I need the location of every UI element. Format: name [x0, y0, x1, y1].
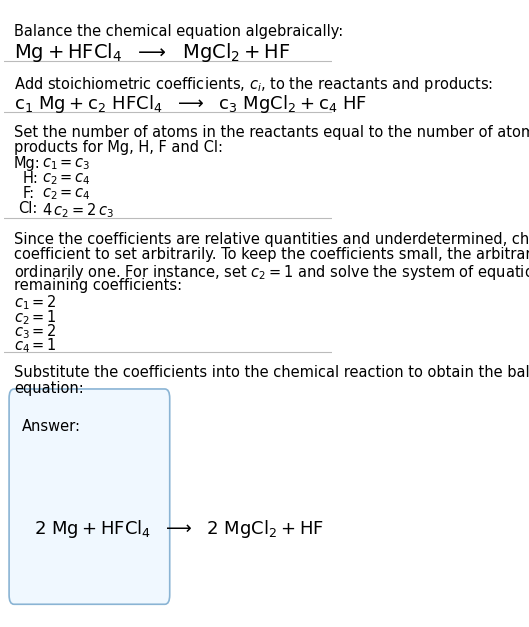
Text: Mg:: Mg:: [14, 156, 41, 171]
Text: $\mathrm{c_1 \ Mg + c_2 \ HFCl_4 \ \ \longrightarrow \ \ c_3 \ MgCl_2 + c_4 \ HF: $\mathrm{c_1 \ Mg + c_2 \ HFCl_4 \ \ \lo…: [14, 93, 367, 115]
Text: Set the number of atoms in the reactants equal to the number of atoms in the: Set the number of atoms in the reactants…: [14, 125, 529, 140]
Text: F:: F:: [22, 186, 34, 201]
Text: Cl:: Cl:: [19, 201, 38, 216]
Text: Add stoichiometric coefficients, $c_i$, to the reactants and products:: Add stoichiometric coefficients, $c_i$, …: [14, 75, 493, 94]
Text: $4 \, c_2 = 2 \, c_3$: $4 \, c_2 = 2 \, c_3$: [42, 201, 114, 219]
Text: $\mathrm{Mg + HFCl_4 \ \ \longrightarrow \ \ MgCl_2 + HF}$: $\mathrm{Mg + HFCl_4 \ \ \longrightarrow…: [14, 41, 291, 65]
Text: $c_2 = 1$: $c_2 = 1$: [14, 308, 57, 327]
Text: Answer:: Answer:: [22, 419, 81, 434]
Text: products for Mg, H, F and Cl:: products for Mg, H, F and Cl:: [14, 140, 223, 155]
Text: Since the coefficients are relative quantities and underdetermined, choose a: Since the coefficients are relative quan…: [14, 232, 529, 247]
Text: ordinarily one. For instance, set $c_2 = 1$ and solve the system of equations fo: ordinarily one. For instance, set $c_2 =…: [14, 263, 529, 282]
Text: H:: H:: [22, 171, 38, 186]
Text: $c_2 = c_4$: $c_2 = c_4$: [42, 171, 91, 187]
Text: remaining coefficients:: remaining coefficients:: [14, 278, 182, 293]
Text: coefficient to set arbitrarily. To keep the coefficients small, the arbitrary va: coefficient to set arbitrarily. To keep …: [14, 247, 529, 262]
Text: Substitute the coefficients into the chemical reaction to obtain the balanced: Substitute the coefficients into the che…: [14, 366, 529, 381]
Text: $c_2 = c_4$: $c_2 = c_4$: [42, 186, 91, 202]
FancyBboxPatch shape: [9, 389, 170, 604]
Text: equation:: equation:: [14, 381, 84, 396]
Text: $c_1 = 2$: $c_1 = 2$: [14, 293, 57, 312]
Text: $c_4 = 1$: $c_4 = 1$: [14, 337, 57, 355]
Text: Balance the chemical equation algebraically:: Balance the chemical equation algebraica…: [14, 24, 343, 39]
Text: $\mathrm{2 \ Mg + HFCl_4 \ \ \longrightarrow \ \ 2 \ MgCl_2 + HF}$: $\mathrm{2 \ Mg + HFCl_4 \ \ \longrighta…: [34, 518, 324, 540]
Text: $c_3 = 2$: $c_3 = 2$: [14, 322, 57, 341]
Text: $c_1 = c_3$: $c_1 = c_3$: [42, 156, 90, 172]
